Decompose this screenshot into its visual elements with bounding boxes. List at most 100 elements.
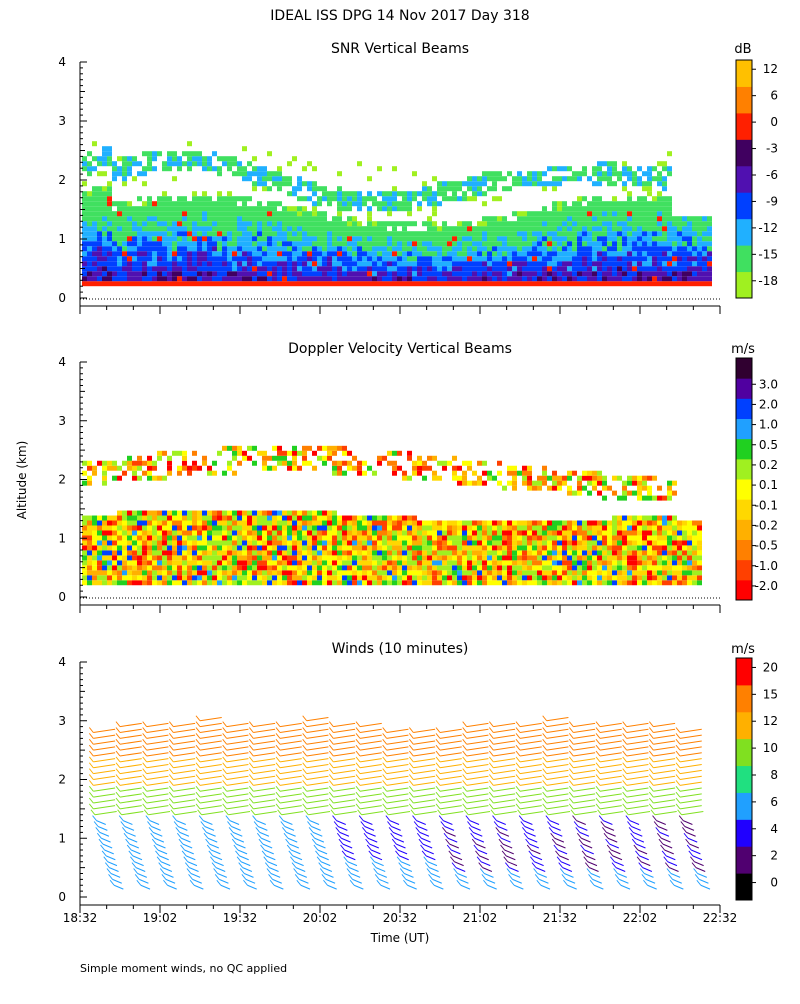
wind-barb <box>200 776 222 779</box>
snr-cell <box>82 196 87 201</box>
snr-cell <box>672 221 677 226</box>
doppler-cell <box>287 516 292 521</box>
snr-cell <box>467 266 472 271</box>
snr-cell <box>427 281 432 286</box>
snr-cell <box>387 266 392 271</box>
snr-cell <box>652 201 657 206</box>
snr-cell <box>482 201 487 206</box>
doppler-cell <box>107 516 112 521</box>
snr-cell <box>472 256 477 261</box>
doppler-cell <box>362 516 367 521</box>
doppler-cell <box>672 550 677 555</box>
snr-cell <box>222 226 227 231</box>
doppler-cell <box>552 555 557 560</box>
snr-cell <box>457 221 462 226</box>
wind-barb-flag <box>89 798 93 803</box>
doppler-cell <box>667 486 672 491</box>
doppler-cell <box>467 555 472 560</box>
wind-barb-flag <box>184 857 188 862</box>
doppler-cell <box>342 570 347 575</box>
snr-cell <box>587 236 592 241</box>
snr-cell <box>92 266 97 271</box>
doppler-cell <box>387 560 392 565</box>
snr-cell <box>447 226 452 231</box>
doppler-cell <box>612 555 617 560</box>
doppler-cell <box>542 466 547 471</box>
snr-cell <box>347 221 352 226</box>
doppler-cell <box>407 516 412 521</box>
snr-cell <box>172 211 177 216</box>
snr-cell <box>477 276 482 281</box>
snr-cell <box>217 241 222 246</box>
snr-cell <box>137 216 142 221</box>
snr-cell <box>287 161 292 166</box>
snr-cell <box>177 221 182 226</box>
doppler-cell <box>547 560 552 565</box>
doppler-cell <box>157 476 162 481</box>
doppler-cell <box>647 530 652 535</box>
snr-cell <box>317 226 322 231</box>
doppler-cell <box>492 555 497 560</box>
snr-cell <box>497 276 502 281</box>
doppler-cell <box>422 575 427 580</box>
doppler-cell <box>427 525 432 530</box>
snr-cell <box>177 281 182 286</box>
doppler-cell <box>397 560 402 565</box>
doppler-cell <box>472 481 477 486</box>
snr-cell <box>382 206 387 211</box>
snr-cell <box>307 266 312 271</box>
snr-cell <box>102 186 107 191</box>
doppler-cell <box>657 530 662 535</box>
doppler-cell <box>97 530 102 535</box>
snr-cell <box>467 251 472 256</box>
doppler-cell <box>337 545 342 550</box>
doppler-cell <box>647 491 652 496</box>
doppler-cell <box>472 530 477 535</box>
snr-cell <box>137 206 142 211</box>
snr-cell <box>492 241 497 246</box>
doppler-cell <box>522 575 527 580</box>
snr-cell <box>557 251 562 256</box>
doppler-cell <box>372 575 377 580</box>
snr-cell <box>287 206 292 211</box>
doppler-cell <box>602 565 607 570</box>
snr-cell <box>407 211 412 216</box>
doppler-cell <box>87 525 92 530</box>
snr-cell <box>172 241 177 246</box>
doppler-cell <box>687 521 692 526</box>
doppler-cell <box>432 471 437 476</box>
snr-cell <box>522 266 527 271</box>
wind-barb <box>200 782 222 785</box>
snr-cell <box>577 266 582 271</box>
doppler-cell <box>447 565 452 570</box>
snr-cell <box>587 241 592 246</box>
snr-cell <box>672 266 677 271</box>
doppler-cell <box>277 446 282 451</box>
doppler-cell <box>267 530 272 535</box>
doppler-cell <box>367 555 372 560</box>
doppler-cell <box>467 570 472 575</box>
wind-barb-flag <box>234 845 238 850</box>
doppler-cell <box>137 560 142 565</box>
doppler-cell <box>617 521 622 526</box>
doppler-cell <box>697 530 702 535</box>
doppler-cell <box>117 476 122 481</box>
doppler-cell <box>137 530 142 535</box>
doppler-cell <box>587 580 592 585</box>
snr-cell <box>207 251 212 256</box>
snr-cell <box>622 281 627 286</box>
snr-cell <box>632 266 637 271</box>
snr-cell <box>92 216 97 221</box>
snr-cell <box>662 231 667 236</box>
doppler-cell <box>207 511 212 516</box>
doppler-cell <box>182 540 187 545</box>
snr-cell <box>392 196 397 201</box>
doppler-cell <box>402 570 407 575</box>
doppler-cell <box>82 521 87 526</box>
snr-cell <box>212 251 217 256</box>
snr-cell <box>237 271 242 276</box>
doppler-cell <box>132 555 137 560</box>
snr-cell <box>147 276 152 281</box>
